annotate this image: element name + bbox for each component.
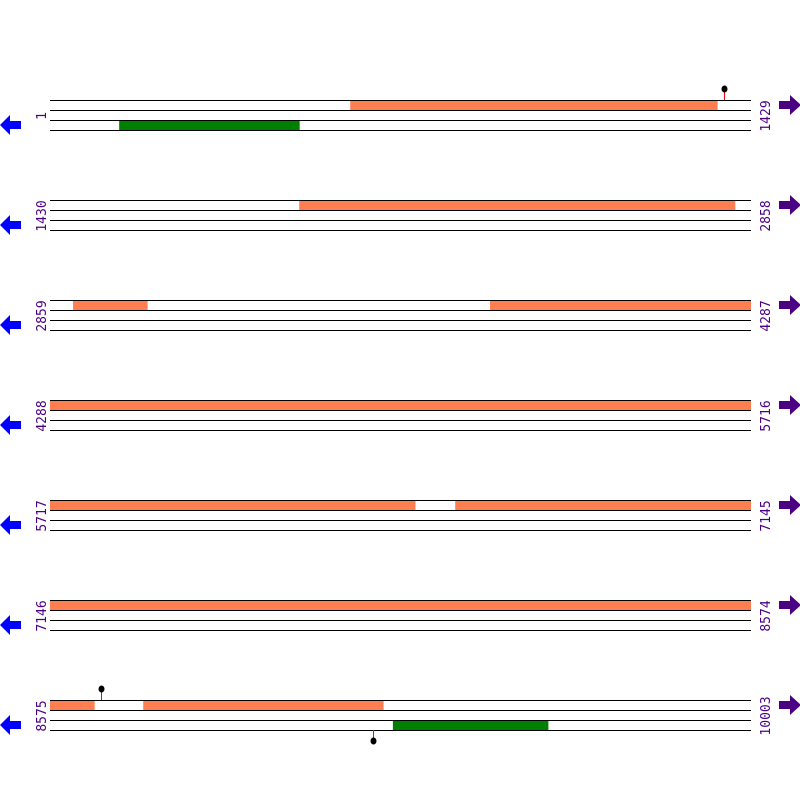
arrow-left-icon[interactable] [0,215,21,235]
row-start-label: 8575 [35,700,50,731]
arrow-left-icon[interactable] [0,715,21,735]
marker-head[interactable] [721,85,728,93]
row-start-label: 5717 [35,500,50,531]
arrow-right-icon[interactable] [779,495,800,515]
forward-feature[interactable] [350,100,718,110]
forward-feature[interactable] [490,300,751,310]
arrow-right-icon[interactable] [779,95,800,115]
forward-feature[interactable] [299,200,736,210]
forward-feature[interactable] [50,600,751,610]
row-end-label: 2858 [759,200,774,231]
reverse-feature[interactable] [119,120,300,130]
map-row: 1 1429 [0,85,800,135]
map-row: 8575 10003 [0,685,800,745]
forward-feature[interactable] [50,400,751,410]
row-end-label: 7145 [759,500,774,531]
arrow-right-icon[interactable] [779,695,800,715]
arrow-left-icon[interactable] [0,115,21,135]
arrow-right-icon[interactable] [779,195,800,215]
arrow-left-icon[interactable] [0,315,21,335]
map-row: 4288 5716 [0,395,800,435]
arrow-right-icon[interactable] [779,395,800,415]
reverse-feature[interactable] [392,720,549,730]
row-end-label: 4287 [759,300,774,331]
map-row: 5717 7145 [0,495,800,535]
row-end-label: 1429 [759,100,774,131]
forward-feature[interactable] [143,700,384,710]
arrow-left-icon[interactable] [0,415,21,435]
marker-head[interactable] [98,685,105,693]
row-start-label: 1430 [35,200,50,231]
map-row: 2859 4287 [0,295,800,335]
row-start-label: 2859 [35,300,50,331]
arrow-right-icon[interactable] [779,295,800,315]
map-row: 1430 2858 [0,195,800,235]
forward-feature[interactable] [50,700,95,710]
row-start-label: 4288 [35,400,50,431]
forward-feature[interactable] [73,300,148,310]
row-end-label: 8574 [759,600,774,631]
row-start-label: 7146 [35,600,50,631]
arrow-left-icon[interactable] [0,515,21,535]
map-row: 7146 8574 [0,595,800,635]
arrow-left-icon[interactable] [0,615,21,635]
forward-feature[interactable] [455,500,751,510]
marker-head[interactable] [370,737,377,745]
row-end-label: 10003 [759,696,774,735]
row-start-label: 1 [35,112,50,120]
forward-feature[interactable] [50,500,416,510]
row-end-label: 5716 [759,400,774,431]
arrow-right-icon[interactable] [779,595,800,615]
